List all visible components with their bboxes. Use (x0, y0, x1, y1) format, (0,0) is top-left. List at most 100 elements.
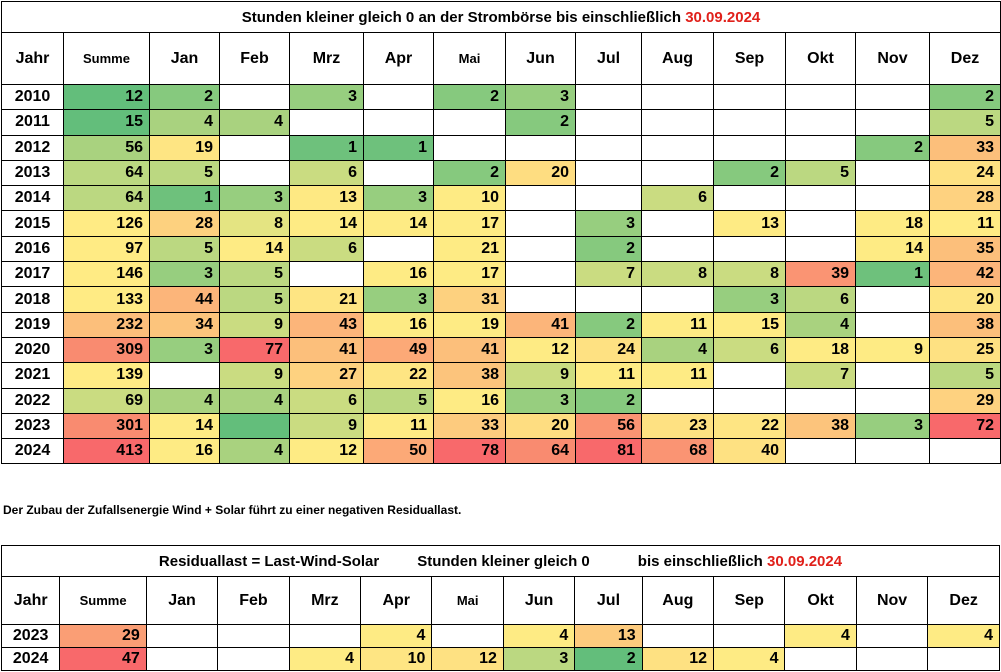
month-cell: 15 (713, 311, 786, 338)
column-header: Sep (713, 32, 786, 85)
column-header: Feb (217, 576, 290, 625)
month-cell (219, 159, 290, 187)
column-header: Jul (575, 32, 642, 85)
table-row: 2020 309 3 77 41 49 41 12 24 4 6 18 9 25 (1, 336, 1001, 364)
month-cell: 4 (219, 109, 290, 136)
month-cell: 13 (289, 185, 364, 212)
column-header: Jahr (0, 576, 61, 625)
month-cell: 41 (433, 336, 506, 364)
header-row: Jahr Summe Jan Feb Mrz Apr Mai Jun Jul Aug Sep Okt N… (0, 576, 1000, 625)
month-cell: 3 (505, 83, 576, 111)
month-cell (785, 235, 856, 263)
month-cell (641, 159, 714, 187)
sum-cell: 56 (63, 134, 150, 161)
table-residual-load: Residuallast = Last-Wind-Solar Stunden kl… (0, 545, 1000, 671)
table-row: 2017 146 3 5 16 17 7 8 8 39 1 42 (1, 261, 1001, 288)
year-cell: 2023 (1, 412, 64, 440)
note-text: Der Zubau der Zufallsenergie Wind + Sola… (3, 503, 462, 517)
month-cell: 20 (505, 412, 576, 440)
column-header: Jun (502, 576, 576, 625)
table-row: 2021 139 9 27 22 38 9 11 11 7 5 (1, 362, 1001, 389)
month-cell: 4 (149, 387, 220, 414)
year-cell: 2022 (1, 387, 64, 414)
month-cell: 3 (149, 336, 220, 364)
month-cell: 5 (219, 261, 290, 288)
month-cell: 10 (360, 647, 433, 671)
month-cell (713, 134, 786, 161)
month-cell: 8 (219, 210, 290, 237)
column-header: Mrz (288, 576, 362, 625)
month-cell: 81 (575, 438, 642, 465)
sum-cell: 64 (63, 159, 150, 187)
table-title: Stunden kleiner gleich 0 an der Strombör… (1, 1, 1001, 33)
month-cell (219, 134, 290, 161)
month-cell (785, 185, 856, 212)
year-cell: 2024 (0, 647, 61, 671)
month-cell (713, 235, 786, 263)
month-cell (713, 83, 786, 111)
month-cell: 41 (289, 336, 364, 364)
table-title: Residuallast = Last-Wind-Solar Stunden kl… (1, 545, 1000, 577)
sum-cell: 301 (63, 412, 150, 440)
sum-cell: 146 (63, 261, 150, 288)
month-cell: 40 (713, 438, 786, 465)
month-cell (505, 210, 576, 237)
month-cell: 3 (855, 412, 930, 440)
month-cell: 7 (575, 261, 642, 288)
month-cell: 3 (363, 185, 434, 212)
year-cell: 2011 (1, 109, 64, 136)
month-cell: 4 (784, 624, 857, 648)
month-cell (505, 185, 576, 212)
table-row: 2024 47 4 10 12 3 2 12 4 (0, 647, 1000, 671)
table-row: 2022 69 4 4 6 5 16 3 2 29 (1, 387, 1001, 414)
month-cell (219, 83, 290, 111)
month-cell (641, 235, 714, 263)
month-cell: 33 (929, 134, 1001, 161)
table-row: 2023 301 14 9 11 33 20 56 23 22 38 3 72 (1, 412, 1001, 440)
month-cell: 2 (149, 83, 220, 111)
month-cell: 4 (219, 387, 290, 414)
month-cell: 6 (785, 286, 856, 313)
month-cell: 6 (713, 336, 786, 364)
month-cell: 5 (149, 235, 220, 263)
month-cell: 13 (574, 624, 643, 648)
month-cell: 2 (713, 159, 786, 187)
column-header: Mai (433, 32, 506, 85)
month-cell: 19 (149, 134, 220, 161)
month-cell (713, 624, 786, 648)
month-cell (855, 647, 929, 671)
month-cell: 4 (785, 311, 856, 338)
month-cell: 1 (363, 134, 434, 161)
month-cell: 14 (149, 412, 220, 440)
month-cell: 56 (575, 412, 642, 440)
year-cell: 2012 (1, 134, 64, 161)
month-cell: 3 (363, 286, 434, 313)
month-cell (575, 134, 642, 161)
month-cell: 78 (433, 438, 506, 465)
month-cell (289, 109, 364, 136)
month-cell: 2 (574, 647, 643, 671)
column-header: Jul (574, 576, 643, 625)
sum-cell: 15 (63, 109, 150, 136)
month-cell: 5 (363, 387, 434, 414)
month-cell (505, 134, 576, 161)
column-header: Dez (927, 576, 1000, 625)
month-cell: 16 (433, 387, 506, 414)
year-cell: 2024 (1, 438, 64, 465)
table-row: 2012 56 19 1 1 2 33 (1, 134, 1001, 161)
month-cell (363, 109, 434, 136)
month-cell: 68 (641, 438, 714, 465)
month-cell: 3 (505, 387, 576, 414)
column-header: Jun (505, 32, 576, 85)
month-cell: 2 (505, 109, 576, 136)
month-cell (927, 647, 1000, 671)
month-cell: 43 (289, 311, 364, 338)
month-cell: 11 (641, 311, 714, 338)
column-header: Nov (855, 32, 930, 85)
month-cell: 44 (149, 286, 220, 313)
column-header: Aug (641, 32, 714, 85)
month-cell: 14 (855, 235, 930, 263)
year-cell: 2020 (1, 336, 64, 364)
month-cell (641, 109, 714, 136)
month-cell (641, 134, 714, 161)
